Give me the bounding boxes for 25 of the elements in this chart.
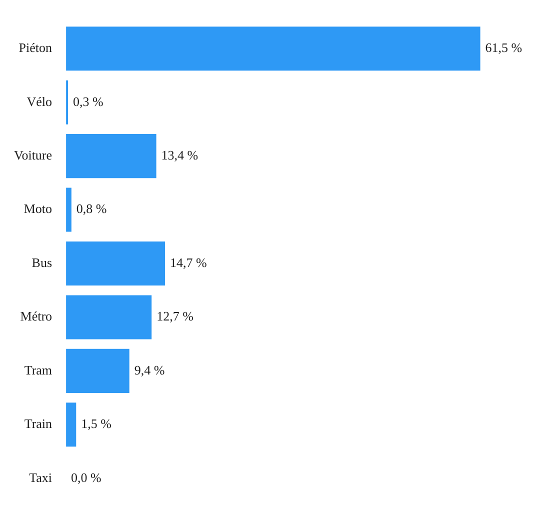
data-label: 1,5 %: [81, 416, 112, 432]
data-label: 9,4 %: [134, 362, 165, 378]
data-label: 0,8 %: [76, 201, 107, 216]
data-label: 14,7 %: [170, 254, 208, 270]
data-label: 13,4 %: [161, 148, 198, 162]
data-label: 0,0 %: [71, 470, 102, 485]
y-tick-label: Tram: [24, 362, 52, 378]
bar: [66, 188, 72, 232]
y-tick-label: Vélo: [26, 94, 52, 109]
data-label: 0,3 %: [73, 94, 104, 109]
data-label: 12,7 %: [156, 308, 194, 324]
y-tick-label: Bus: [32, 254, 52, 270]
y-tick-label: Voiture: [14, 148, 52, 162]
bar: [66, 134, 156, 178]
bar: [66, 295, 152, 340]
y-tick-label: Piéton: [18, 40, 53, 56]
data-label: 61,5 %: [485, 40, 522, 56]
bar: [66, 348, 130, 393]
y-tick-label: Métro: [20, 308, 52, 324]
bar: [66, 26, 480, 71]
y-tick-label: Taxi: [29, 470, 52, 485]
bar: [66, 402, 76, 447]
bar: [66, 241, 166, 286]
y-tick-label: Train: [24, 416, 53, 432]
y-tick-label: Moto: [24, 201, 52, 216]
